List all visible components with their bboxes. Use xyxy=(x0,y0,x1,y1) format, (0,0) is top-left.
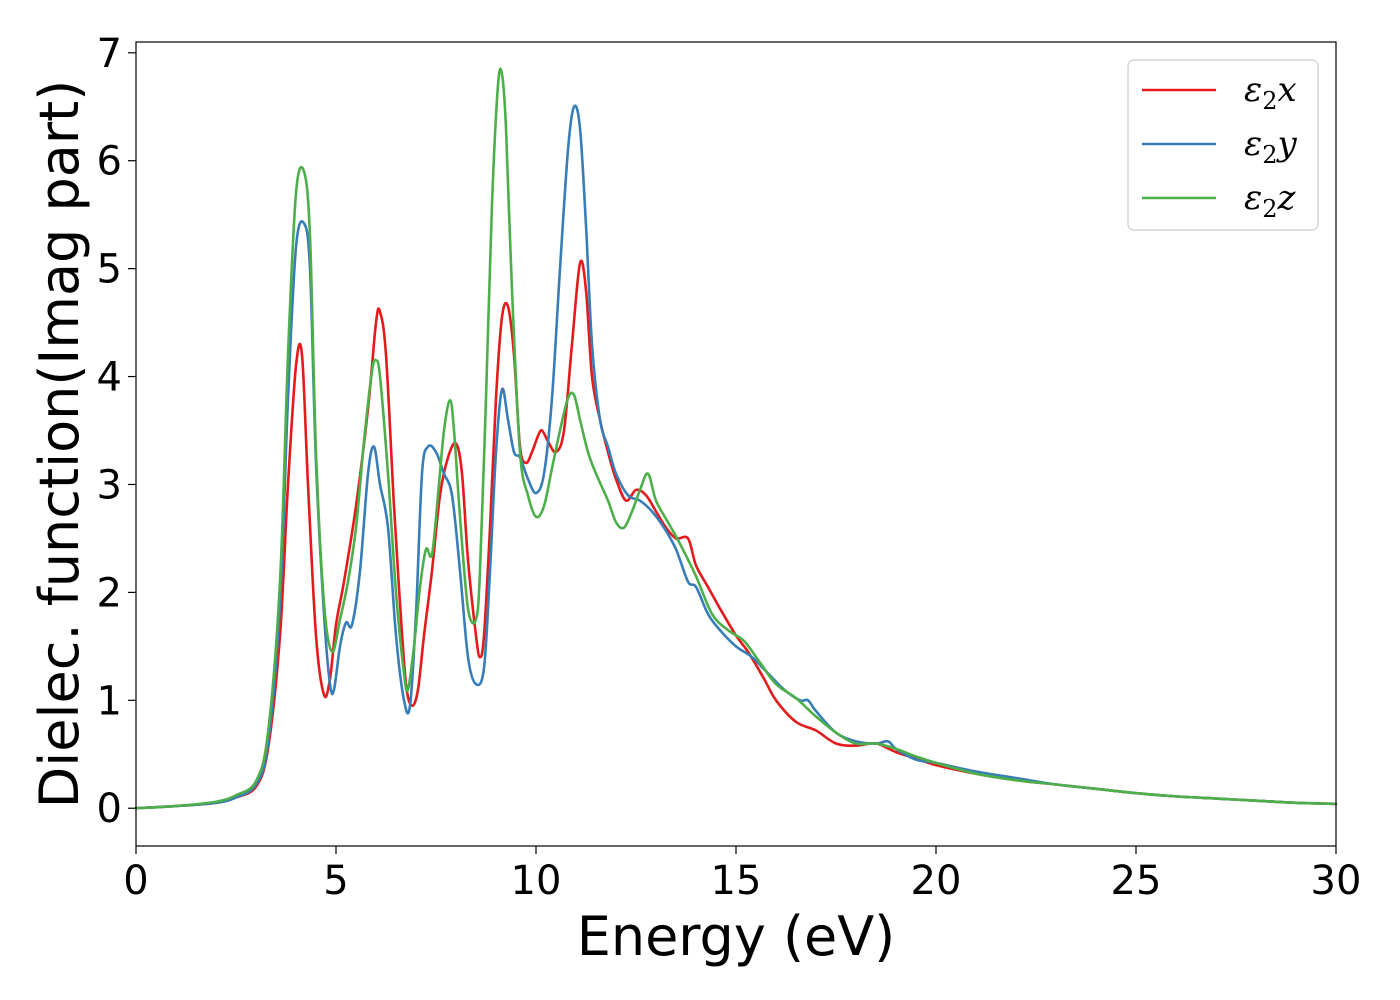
x-tick-label: 20 xyxy=(911,858,962,904)
legend: ε2x ε2y ε2z xyxy=(1127,59,1319,231)
y-tick-label: 1 xyxy=(97,678,122,724)
x-tick-label: 30 xyxy=(1311,858,1362,904)
x-axis-ticks: 0 5 10 15 20 25 30 xyxy=(123,846,1361,904)
y-axis-ticks: 0 1 2 3 4 5 6 7 xyxy=(97,31,136,832)
y-axis-label: Dielec. function(Imag part) xyxy=(28,80,91,809)
x-axis-label: Energy (eV) xyxy=(577,905,896,968)
y-tick-label: 0 xyxy=(97,786,122,832)
y-tick-label: 2 xyxy=(97,570,122,616)
y-tick-label: 5 xyxy=(97,247,122,293)
x-tick-label: 0 xyxy=(123,858,148,904)
series-line-z xyxy=(134,67,1338,810)
x-tick-label: 5 xyxy=(323,858,348,904)
legend-label-y: ε2y xyxy=(1244,124,1298,169)
legend-label-z: ε2z xyxy=(1244,178,1297,223)
y-tick-label: 7 xyxy=(97,31,122,77)
x-tick-label: 10 xyxy=(511,858,562,904)
x-tick-label: 15 xyxy=(711,858,762,904)
x-tick-label: 25 xyxy=(1111,858,1162,904)
legend-label-x: ε2x xyxy=(1244,70,1297,115)
y-tick-label: 6 xyxy=(97,139,122,185)
y-tick-label: 4 xyxy=(97,355,122,401)
series-layer xyxy=(134,67,1338,810)
legend-box xyxy=(1127,59,1319,231)
y-tick-label: 3 xyxy=(97,462,122,508)
